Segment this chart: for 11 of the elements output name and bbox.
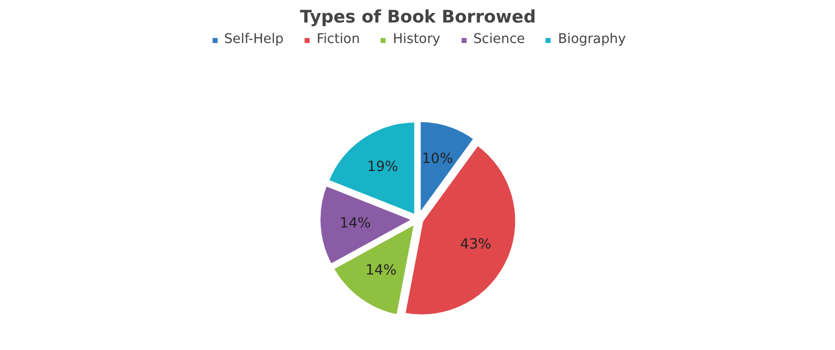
data-label: 14%	[340, 215, 371, 232]
legend-label: Science	[473, 32, 525, 47]
chart-title: Types of Book Borrowed	[300, 8, 536, 28]
data-label: 43%	[460, 236, 492, 253]
legend-label: Fiction	[316, 32, 360, 47]
data-label: 19%	[367, 158, 398, 175]
legend-label: Biography	[558, 32, 626, 47]
legend-label: Self-Help	[224, 32, 284, 47]
data-label: 14%	[365, 262, 397, 279]
legend-label: History	[392, 32, 440, 47]
data-label: 10%	[422, 150, 454, 167]
